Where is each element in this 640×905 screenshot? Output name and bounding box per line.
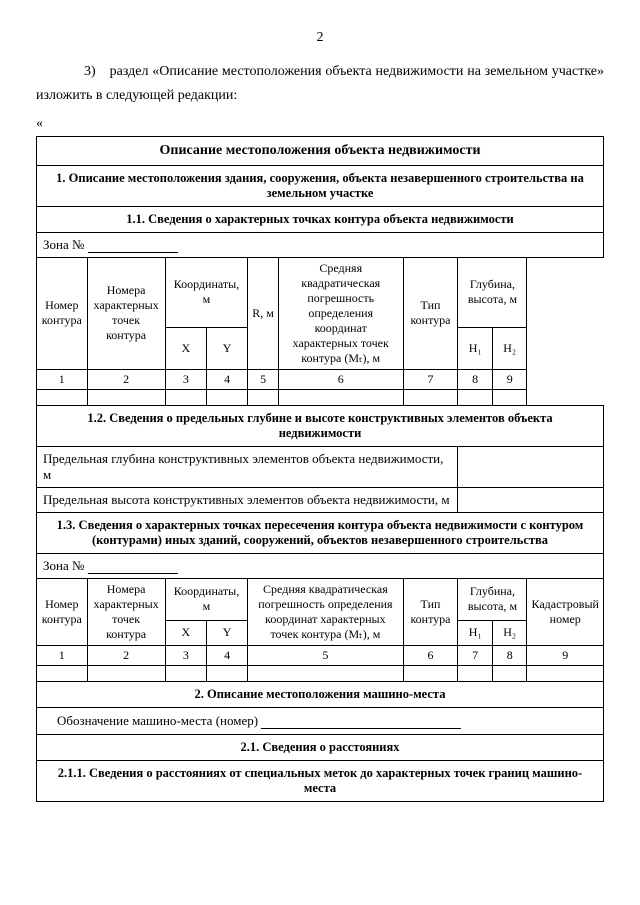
t2-x: X (165, 620, 206, 645)
t2-depth: Глубина, высота, м (458, 578, 527, 620)
t2-col2: Номера характерных точек контура (87, 578, 165, 645)
t1-n5: 5 (248, 369, 279, 389)
t2-col5: Средняя квадратическая погрешность опред… (248, 578, 403, 645)
t1-col1: Номер контура (37, 257, 88, 369)
t2-n6: 6 (403, 645, 458, 665)
t1-n2: 2 (87, 369, 165, 389)
t2-coord: Координаты, м (165, 578, 248, 620)
section-2-1: 2.1. Сведения о расстояниях (37, 734, 604, 760)
t1-n8: 8 (458, 369, 493, 389)
open-quote: « (36, 116, 604, 132)
t1-y: Y (206, 327, 247, 369)
section-1: 1. Описание местоположения здания, соору… (37, 165, 604, 206)
t2-n5: 5 (248, 645, 403, 665)
t1-coord: Координаты, м (165, 257, 248, 327)
main-table: Описание местоположения объекта недвижим… (36, 136, 604, 802)
t1-col6: Средняя квадратическая погрешность опред… (278, 257, 403, 369)
t1-x: X (165, 327, 206, 369)
t2-n9: 9 (527, 645, 604, 665)
t1-n1: 1 (37, 369, 88, 389)
t1-depth: Глубина, высота, м (458, 257, 527, 327)
t2-col9: Кадастровый номер (527, 578, 604, 645)
t1-h1: H₁ (458, 327, 493, 369)
t2-h2: H₂ (492, 620, 527, 645)
section-1-1: 1.1. Сведения о характерных точках конту… (37, 206, 604, 232)
zone-blank-2 (88, 562, 178, 574)
t1-col7: Тип контура (403, 257, 458, 369)
t1-r: R, м (248, 257, 279, 369)
t1-h2: H₂ (492, 327, 527, 369)
t1-n6: 6 (278, 369, 403, 389)
section-2-1-1: 2.1.1. Сведения о расстояниях от специал… (37, 760, 604, 801)
row-2a-label: Обозначение машино-места (номер) (57, 713, 258, 728)
row-2a-blank (261, 717, 461, 729)
t2-n2: 2 (87, 645, 165, 665)
t2-y: Y (206, 620, 247, 645)
zone-label: Зона № (43, 237, 84, 252)
t2-col6: Тип контура (403, 578, 458, 645)
t1-n3: 3 (165, 369, 206, 389)
section-2: 2. Описание местоположения машино-места (37, 681, 604, 707)
t1-n9: 9 (492, 369, 527, 389)
main-title: Описание местоположения объекта недвижим… (37, 136, 604, 165)
t1-n7: 7 (403, 369, 458, 389)
page-number: 2 (36, 30, 604, 46)
t2-n4: 4 (206, 645, 247, 665)
t2-col1: Номер контура (37, 578, 88, 645)
t1-n4: 4 (206, 369, 247, 389)
section-1-2: 1.2. Сведения о предельных глубине и выс… (37, 405, 604, 446)
t2-n7: 7 (458, 645, 493, 665)
t2-n3: 3 (165, 645, 206, 665)
intro-paragraph: 3) раздел «Описание местоположения объек… (36, 60, 604, 108)
section-1-3: 1.3. Сведения о характерных точках перес… (37, 512, 604, 553)
t2-n8: 8 (492, 645, 527, 665)
row-2a: Обозначение машино-места (номер) (37, 707, 604, 734)
row-height: Предельная высота конструктивных элемент… (37, 487, 458, 512)
zone-blank (88, 241, 178, 253)
t2-h1: H₁ (458, 620, 493, 645)
zone-label-2: Зона № (43, 558, 84, 573)
zone-row-1: Зона № (37, 232, 604, 257)
t1-col2: Номера характерных точек контура (87, 257, 165, 369)
t2-n1: 1 (37, 645, 88, 665)
row-depth: Предельная глубина конструктивных элемен… (37, 446, 458, 487)
zone-row-2: Зона № (37, 553, 604, 578)
